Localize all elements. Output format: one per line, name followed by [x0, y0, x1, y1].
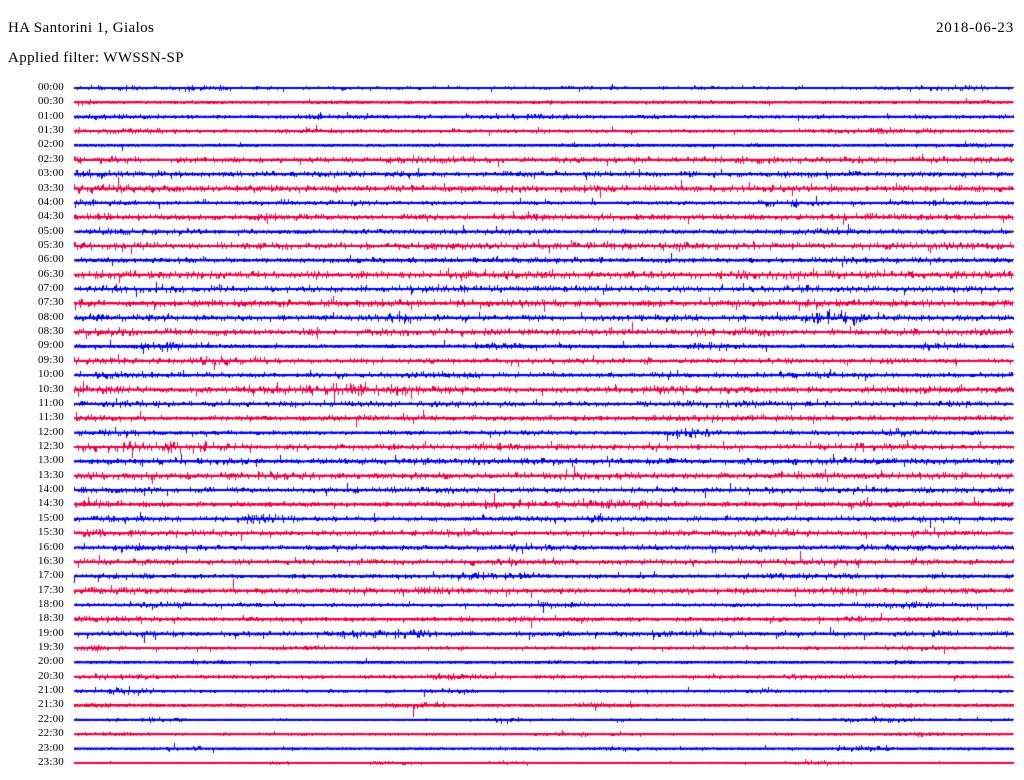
time-label: 11:00: [38, 396, 64, 409]
time-label: 00:30: [37, 95, 64, 108]
time-label: 18:30: [37, 612, 64, 625]
time-label: 08:00: [37, 310, 64, 323]
time-label: 01:30: [37, 124, 64, 137]
time-label: 22:30: [37, 727, 64, 740]
time-label: 04:30: [37, 210, 64, 223]
time-label: 04:00: [37, 195, 64, 208]
time-label: 23:30: [37, 755, 64, 768]
time-label: 16:30: [37, 554, 64, 567]
time-label: 17:00: [37, 569, 64, 582]
time-label: 02:30: [37, 152, 64, 165]
time-label: 05:00: [37, 224, 64, 237]
record-date: 2018-06-23: [936, 20, 1014, 36]
time-label: 14:30: [37, 497, 64, 510]
time-label: 17:30: [37, 583, 64, 596]
applied-filter-label: Applied filter: WWSSN-SP: [8, 50, 184, 66]
time-label: 10:30: [37, 382, 64, 395]
time-label: 22:00: [37, 712, 64, 725]
time-label: 14:00: [37, 483, 64, 496]
time-label: 15:30: [37, 526, 64, 539]
time-label: 23:00: [37, 741, 64, 754]
time-label: 13:30: [37, 468, 64, 481]
time-label: 03:30: [37, 181, 64, 194]
time-label: 16:00: [37, 540, 64, 553]
time-label: 05:30: [37, 238, 64, 251]
time-label: 07:30: [37, 296, 64, 309]
time-label: 21:30: [37, 698, 64, 711]
time-label: 21:00: [37, 684, 64, 697]
time-label: 18:00: [37, 597, 64, 610]
time-label: 08:30: [37, 325, 64, 338]
time-axis-labels: 00:00 00:30 01:00 01:30 02:00 02:30 03:00 03:30…: [0, 78, 72, 778]
time-label: 06:00: [37, 253, 64, 266]
time-label: 13:00: [37, 454, 64, 467]
time-label: 19:00: [37, 626, 64, 639]
time-label: 07:00: [37, 282, 64, 295]
time-label: 12:30: [37, 440, 64, 452]
time-label: 15:00: [37, 511, 64, 524]
time-label: 09:30: [37, 353, 64, 366]
time-label: 00:00: [37, 81, 64, 93]
time-label: 19:30: [37, 641, 64, 654]
time-label: 03:00: [37, 167, 64, 180]
time-label: 06:30: [37, 267, 64, 280]
helicorder-plot: 00:00 00:30 01:00 01:30 02:00 02:30 03:00 03:30…: [0, 78, 1024, 778]
time-label: 10:00: [37, 368, 64, 381]
waveform-canvas: [0, 78, 1024, 778]
time-label: 20:30: [37, 669, 64, 682]
time-label: 09:00: [37, 339, 64, 352]
time-label: 20:00: [37, 655, 64, 668]
time-label: 11:30: [38, 411, 64, 424]
page-title: HA Santorini 1, Gialos: [8, 20, 155, 36]
time-label: 12:00: [37, 425, 64, 438]
time-label: 01:00: [37, 109, 64, 122]
time-label: 02:00: [37, 138, 64, 151]
